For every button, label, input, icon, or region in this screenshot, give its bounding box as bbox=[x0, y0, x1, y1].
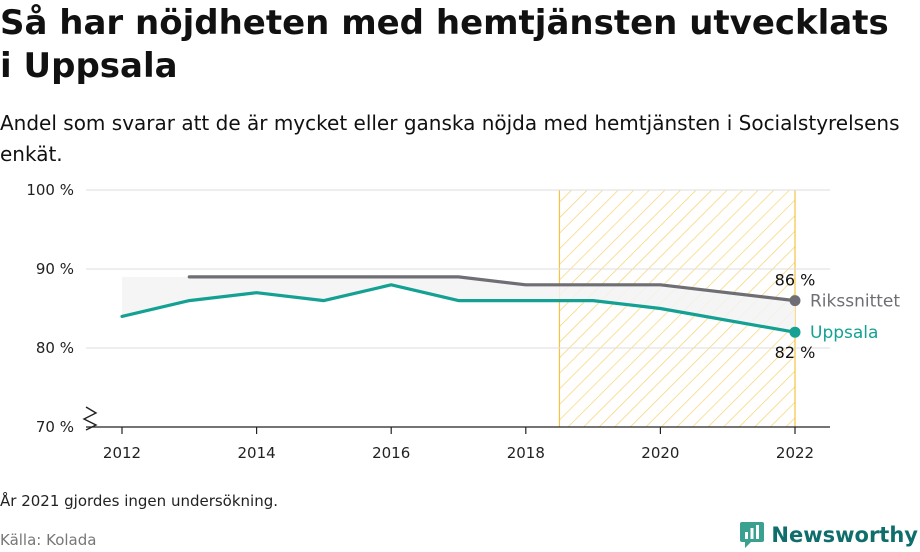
line-chart: 70 % 80 % 90 % 100 % Rikssnittet 86 % Uppsala8… bbox=[26, 181, 900, 462]
grid-layer bbox=[86, 189, 830, 349]
gap-shading-layer bbox=[122, 276, 795, 333]
x-tick-label: 2012 bbox=[103, 444, 141, 462]
axes-layer bbox=[82, 406, 830, 434]
series-line-rikssnittet bbox=[187, 275, 797, 303]
series-value-label: 82 % bbox=[775, 343, 816, 362]
chart-subtitle: Andel som svarar att de är mycket eller … bbox=[0, 111, 900, 166]
y-tick-label: 90 % bbox=[36, 260, 74, 278]
source-label: Källa: Kolada bbox=[0, 531, 97, 549]
series-name-label: Uppsala bbox=[810, 323, 878, 343]
y-tick-label: 70 % bbox=[36, 418, 74, 436]
chart-title: Så har nöjdheten med hemtjänsten utveckl… bbox=[0, 3, 889, 86]
axis-break-icon bbox=[82, 406, 98, 431]
chart-chat-logo-icon bbox=[740, 522, 765, 548]
series-end-point-rikssnittet bbox=[789, 295, 801, 307]
series-line-uppsala bbox=[120, 283, 797, 334]
series-layer bbox=[120, 275, 801, 338]
labels-layer: 70 % 80 % 90 % 100 % Rikssnittet 86 % Uppsala8… bbox=[26, 181, 900, 462]
x-tick-label: 2018 bbox=[507, 444, 545, 462]
y-tick-label: 100 % bbox=[26, 181, 74, 199]
footnote: År 2021 gjordes ingen undersökning. bbox=[0, 492, 279, 510]
x-tick-label: 2020 bbox=[641, 444, 679, 462]
brand-name: Newsworthy bbox=[771, 523, 918, 547]
x-tick-label: 2022 bbox=[776, 444, 814, 462]
gap-shading bbox=[122, 276, 795, 333]
x-tick-label: 2016 bbox=[372, 444, 410, 462]
newsworthy-logo: Newsworthy bbox=[739, 520, 918, 550]
y-tick-label: 80 % bbox=[36, 339, 74, 357]
series-end-point-uppsala bbox=[789, 326, 801, 338]
series-value-label: 86 % bbox=[775, 271, 816, 290]
x-tick-label: 2014 bbox=[238, 444, 276, 462]
series-name-label: Rikssnittet bbox=[810, 292, 900, 312]
